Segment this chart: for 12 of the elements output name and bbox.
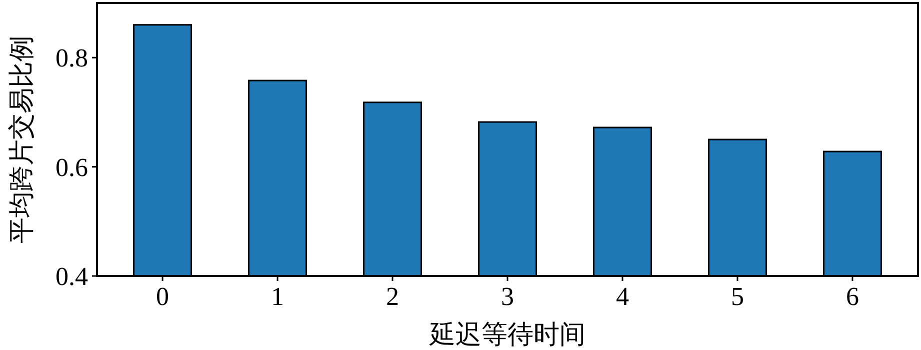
x-tick-label: 6	[846, 282, 859, 311]
x-tick-label: 5	[730, 282, 744, 311]
x-axis-title: 延迟等待时间	[428, 320, 586, 349]
x-tick-label: 3	[501, 282, 514, 311]
y-axis-title: 平均跨片交易比例	[7, 36, 36, 244]
x-tick-label: 2	[386, 282, 400, 311]
x-tick-label: 1	[271, 282, 284, 311]
x-tick-label: 0	[156, 282, 170, 311]
y-tick-label: 0.6	[56, 152, 88, 182]
x-tick-label: 4	[616, 282, 629, 311]
y-tick-label: 0.4	[56, 262, 88, 291]
y-tick-label: 0.8	[56, 44, 88, 73]
